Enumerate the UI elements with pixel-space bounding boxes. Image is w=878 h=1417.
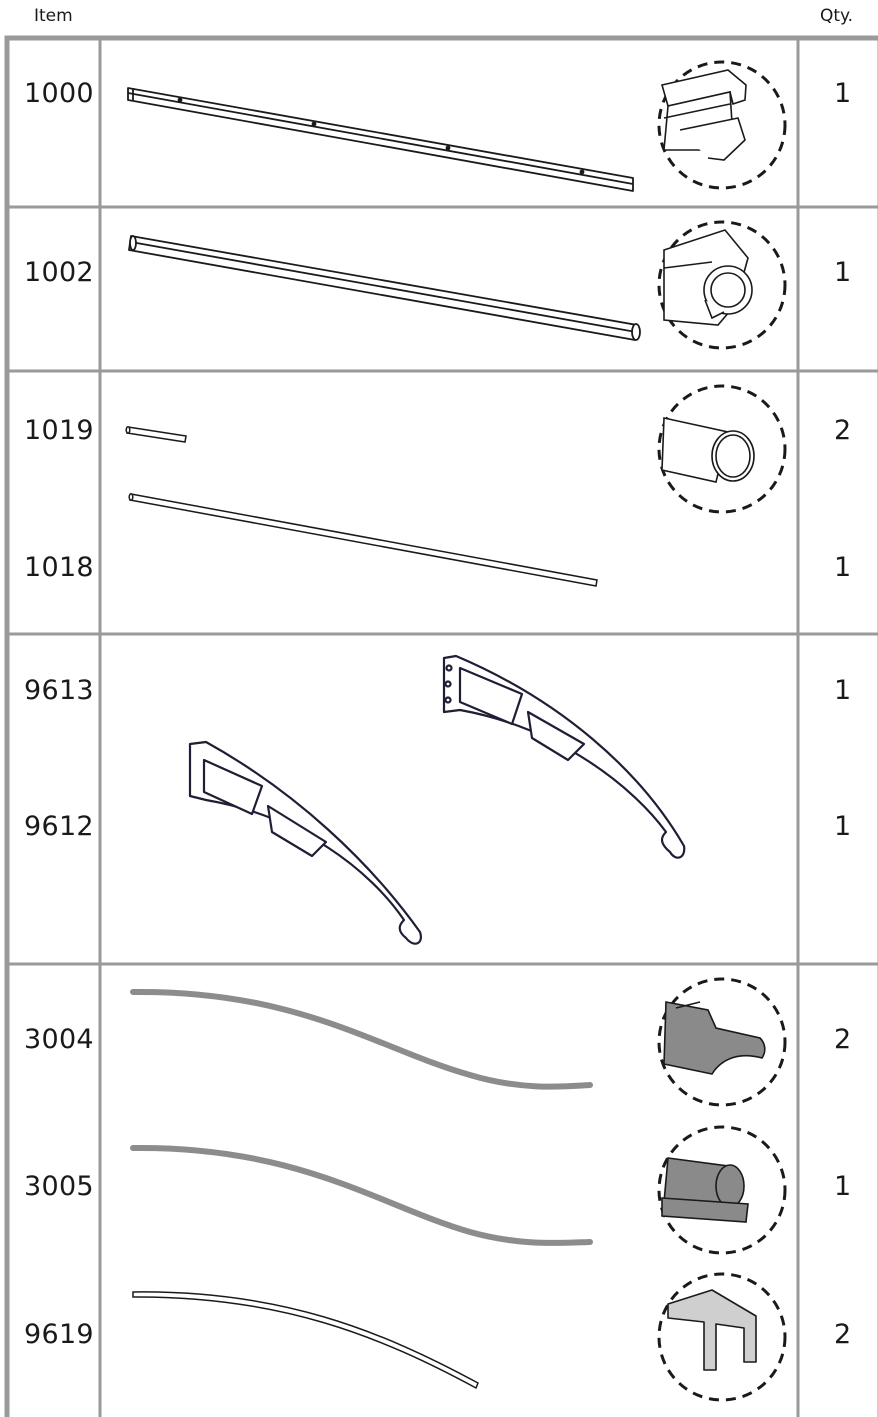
qty-1018: 1 [834,552,852,583]
qty-3004: 2 [834,1024,852,1055]
tube-1019-drawing [125,426,187,443]
item-number-1000: 1000 [24,78,94,109]
end-cap-profile-icon [657,1272,787,1402]
item-number-9613: 9613 [24,675,94,706]
qty-1000: 1 [834,78,852,109]
item-number-1002: 1002 [24,257,94,288]
round-gutter-profile-icon [657,220,787,350]
item-number-9619: 9619 [24,1319,94,1350]
seal-9619-drawing [132,1291,479,1390]
seal-strip-profile-icon [657,977,787,1107]
column-header-item: Item [34,6,73,26]
qty-1019: 2 [834,415,852,446]
item-number-9612: 9612 [24,811,94,842]
item-number-3004: 3004 [24,1024,94,1055]
qty-9613: 1 [834,675,852,706]
round-seal-profile-icon [657,1125,787,1255]
tube-1018-drawing [128,493,598,587]
aluminium-rail-profile-icon [657,60,787,190]
item-number-1019: 1019 [24,415,94,446]
qty-9612: 1 [834,811,852,842]
qty-1002: 1 [834,257,852,288]
column-header-qty: Qty. [820,6,854,26]
bracket-9612-drawing [188,740,422,945]
table-grid [4,35,878,1417]
tube-profile-icon [657,384,787,514]
item-number-1018: 1018 [24,552,94,583]
qty-9619: 2 [834,1319,852,1350]
item-number-3005: 3005 [24,1171,94,1202]
seal-3004-drawing [130,988,593,1090]
seal-3005-drawing [130,1144,593,1246]
rail-1000-drawing [127,87,634,192]
rail-1002-drawing [128,235,641,341]
bracket-9613-drawing [442,654,686,859]
qty-3005: 1 [834,1171,852,1202]
